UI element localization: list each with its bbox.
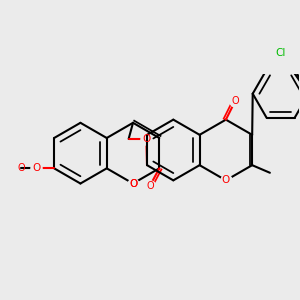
Text: Cl: Cl <box>275 48 286 58</box>
Text: O: O <box>129 178 137 188</box>
Text: O: O <box>17 163 25 173</box>
Text: O: O <box>142 134 151 144</box>
Text: O: O <box>232 96 239 106</box>
Text: O: O <box>146 181 154 191</box>
Text: O: O <box>129 178 137 188</box>
Text: O: O <box>222 176 230 185</box>
Text: O: O <box>32 163 40 173</box>
